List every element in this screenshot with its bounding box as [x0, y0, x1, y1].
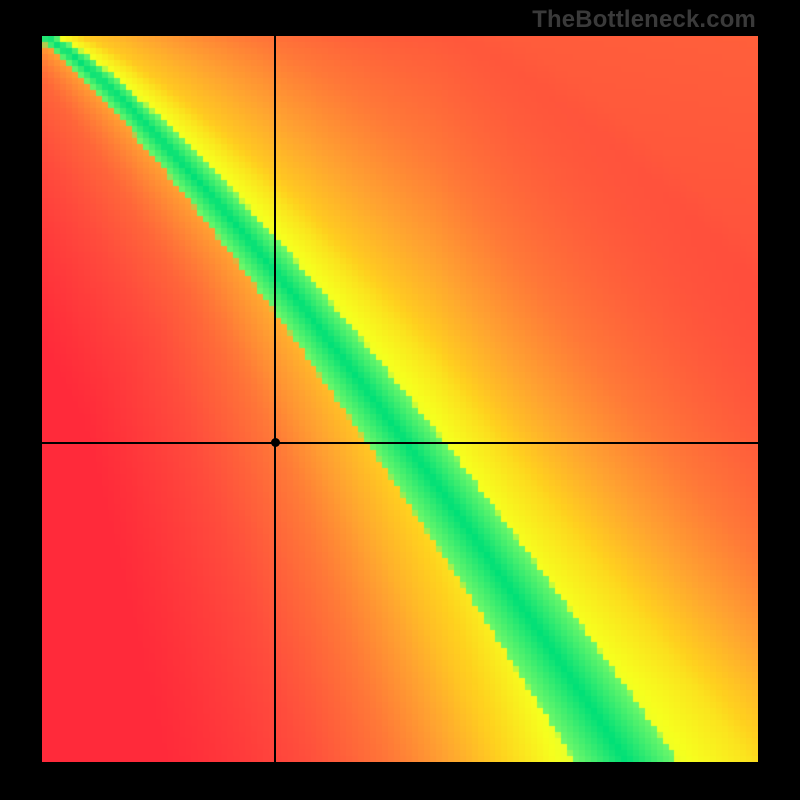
watermark-text: TheBottleneck.com [532, 6, 756, 34]
bottleneck-heatmap [42, 36, 758, 762]
crosshair-vertical [274, 36, 276, 762]
crosshair-marker [271, 438, 280, 447]
crosshair-horizontal [42, 442, 758, 444]
